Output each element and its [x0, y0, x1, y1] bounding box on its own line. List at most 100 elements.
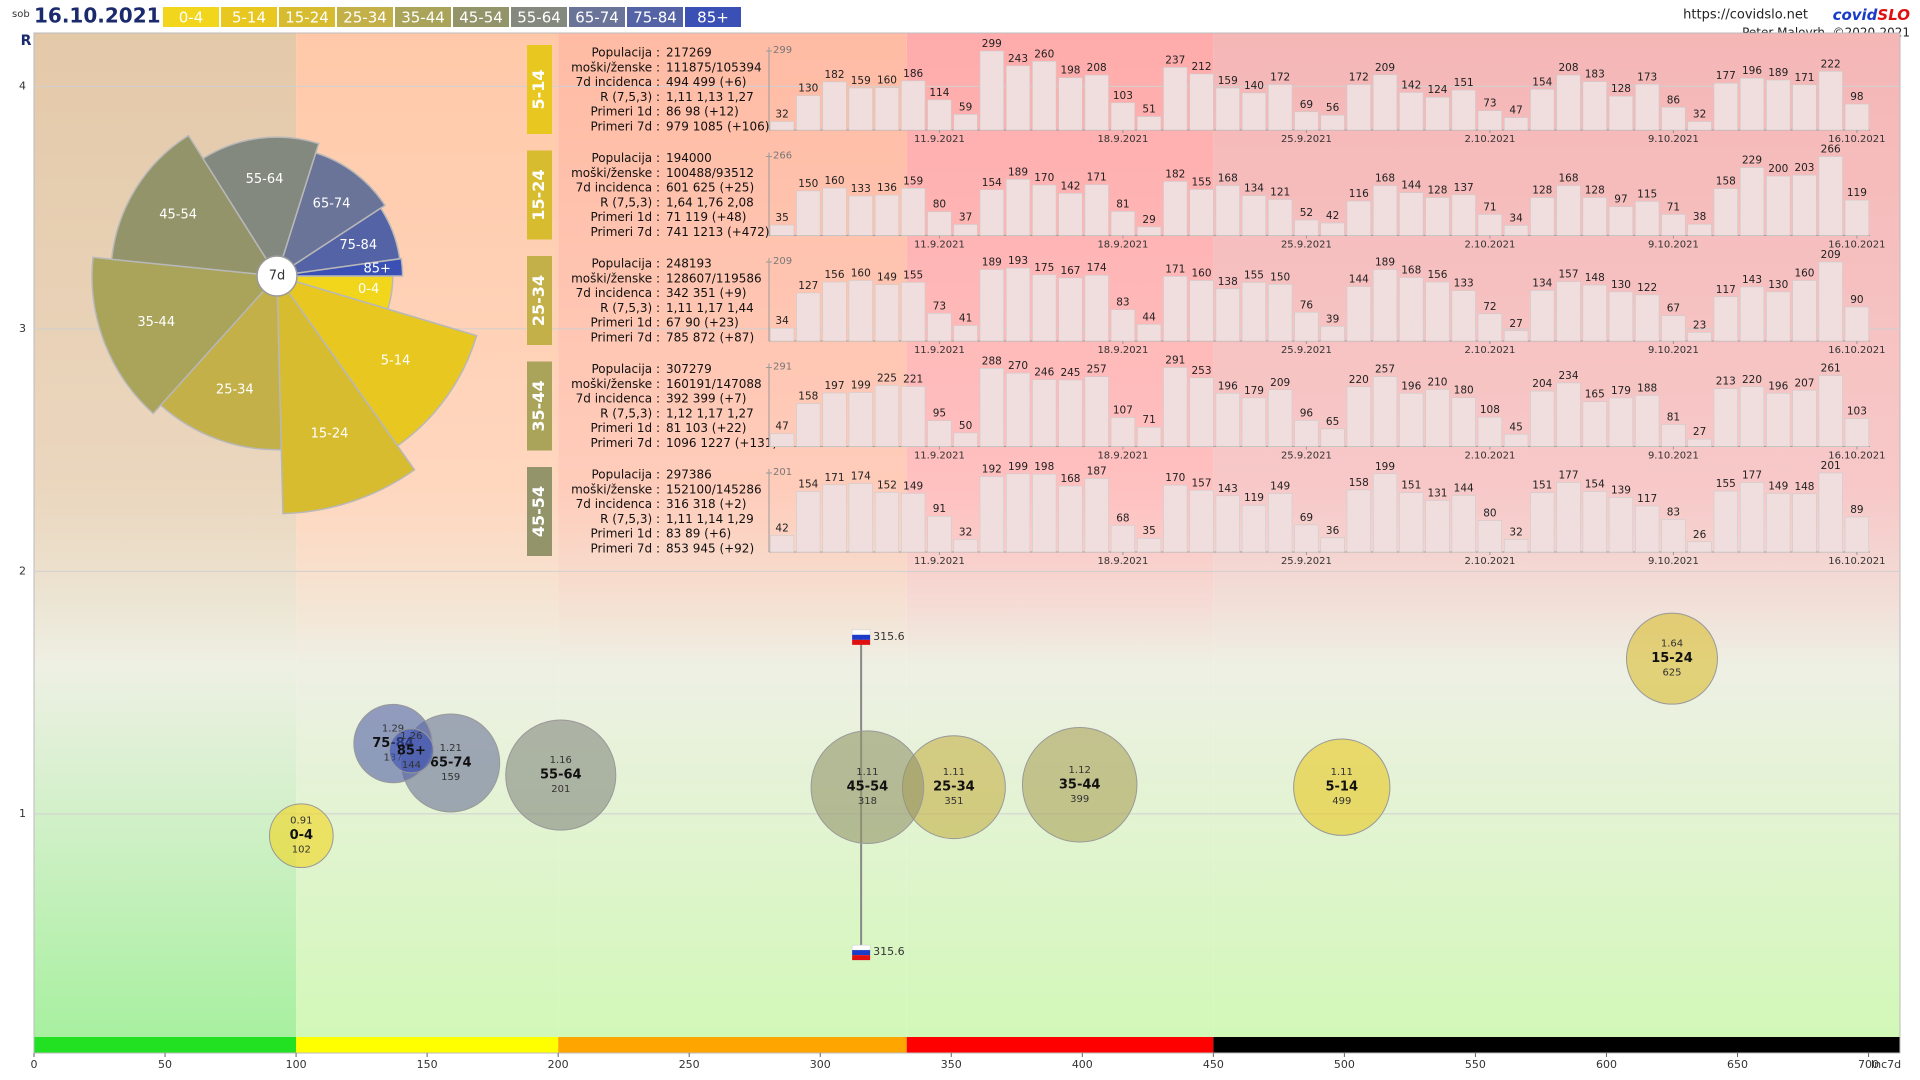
bubble	[388, 728, 434, 774]
bar-value-label: 144	[1349, 274, 1369, 286]
bar-value-label: 234	[1559, 370, 1579, 382]
legend-label: 75-84	[633, 9, 677, 27]
bar-value-label: 155	[1716, 478, 1736, 490]
bar	[927, 99, 952, 131]
bar-value-label: 76	[1300, 299, 1314, 311]
bar-value-label: 213	[1716, 376, 1736, 388]
bar	[1294, 219, 1319, 236]
bar	[1032, 379, 1057, 447]
bar	[1766, 493, 1791, 553]
bar-value-label: 204	[1532, 378, 1552, 390]
bar	[1372, 185, 1398, 236]
bar-value-label: 32	[1693, 109, 1706, 121]
bar	[1530, 89, 1555, 131]
bar-value-label: 98	[1850, 91, 1863, 103]
bar-value-label: 179	[1611, 385, 1631, 397]
bar-value-label: 208	[1559, 62, 1579, 74]
bar-value-label: 158	[798, 391, 818, 403]
y-tick-label: 1	[19, 807, 26, 820]
bar-value-label: 168	[1375, 173, 1395, 185]
info-label: Populacija :	[591, 257, 660, 271]
bar-value-label: 207	[1794, 377, 1814, 389]
bar-value-label: 179	[1244, 385, 1264, 397]
bar	[1346, 84, 1371, 131]
bar	[901, 80, 926, 131]
bubble-name: 35-44	[1059, 777, 1101, 792]
bar-value-label: 158	[1349, 477, 1369, 489]
x-tick-label: 0	[31, 1058, 38, 1071]
bar-value-label: 36	[1326, 525, 1340, 537]
pie-segment	[276, 273, 416, 515]
bar	[1005, 267, 1031, 342]
info-label: Populacija :	[591, 46, 660, 60]
bar-value-label: 71	[1483, 201, 1496, 213]
bubble-inc-label: 159	[441, 772, 460, 783]
bar-value-label: 160	[825, 175, 845, 187]
bar	[1425, 281, 1450, 342]
bar-value-label: 186	[903, 68, 923, 80]
bar-value-label: 193	[1008, 255, 1028, 267]
info-value: 111875/105394	[666, 60, 762, 74]
bar	[1844, 418, 1869, 447]
bar-value-label: 209	[1270, 377, 1290, 389]
bubble	[1021, 727, 1138, 843]
bar	[1477, 520, 1502, 553]
legend-swatch	[337, 7, 393, 27]
bar-value-label: 222	[1821, 58, 1841, 70]
x-tick-label: 18.9.2021	[1097, 134, 1148, 145]
bar-value-label: 266	[1821, 144, 1841, 156]
bar-value-label: 171	[825, 472, 845, 484]
group-tag	[527, 45, 552, 134]
bar-value-label: 189	[1008, 166, 1028, 178]
bar-value-label: 197	[825, 380, 845, 392]
bar-value-label: 199	[851, 379, 871, 391]
bar-value-label: 167	[1060, 265, 1080, 277]
bar	[1530, 290, 1555, 342]
bar-value-label: 159	[1218, 75, 1238, 87]
bar-value-label: 134	[1532, 277, 1552, 289]
bar-value-label: 208	[1087, 62, 1107, 74]
bar-value-label: 225	[877, 372, 897, 384]
info-value: 741 1213 (+472)	[666, 225, 769, 239]
brand-covid: covid	[1833, 6, 1878, 24]
bar-value-label: 42	[1326, 210, 1339, 222]
bar-value-label: 160	[1192, 268, 1212, 280]
bar-value-label: 127	[798, 280, 818, 292]
bubble-name: 25-34	[933, 780, 975, 795]
info-label: Primeri 1d :	[590, 421, 660, 435]
bar	[901, 493, 926, 553]
bar-value-label: 44	[1142, 311, 1156, 323]
bar	[1399, 92, 1424, 131]
x-tick-label: 16.10.2021	[1828, 451, 1885, 462]
bar-value-label: 170	[1034, 172, 1054, 184]
bar	[822, 281, 847, 342]
info-label: Populacija :	[591, 468, 660, 482]
bar-value-label: 198	[1034, 461, 1054, 473]
bar	[796, 491, 821, 553]
bar	[1241, 282, 1267, 342]
pie-segment	[276, 257, 404, 277]
info-label: Populacija :	[591, 362, 660, 376]
group-tag	[527, 150, 552, 240]
bar	[770, 535, 795, 553]
bar-value-label: 45	[1509, 421, 1522, 433]
bar	[1477, 416, 1502, 447]
bar	[1766, 291, 1791, 342]
pie-label: 5-14	[381, 353, 411, 368]
bar	[1346, 286, 1371, 342]
bar	[1137, 226, 1162, 236]
bar-value-label: 128	[1611, 83, 1631, 95]
info-label: R (7,5,3) :	[600, 512, 660, 526]
bar-value-label: 108	[1480, 404, 1500, 416]
x-tick-label: 100	[286, 1058, 307, 1071]
bar-value-label: 47	[775, 421, 788, 433]
bubble-name: 45-54	[847, 780, 889, 795]
bar	[1582, 81, 1607, 131]
bar	[1582, 401, 1607, 447]
bar	[1372, 74, 1398, 131]
bar	[1530, 492, 1555, 553]
bar-value-label: 138	[1218, 276, 1238, 288]
x-tick-label: 250	[679, 1058, 700, 1071]
bar-value-label: 69	[1300, 512, 1313, 524]
